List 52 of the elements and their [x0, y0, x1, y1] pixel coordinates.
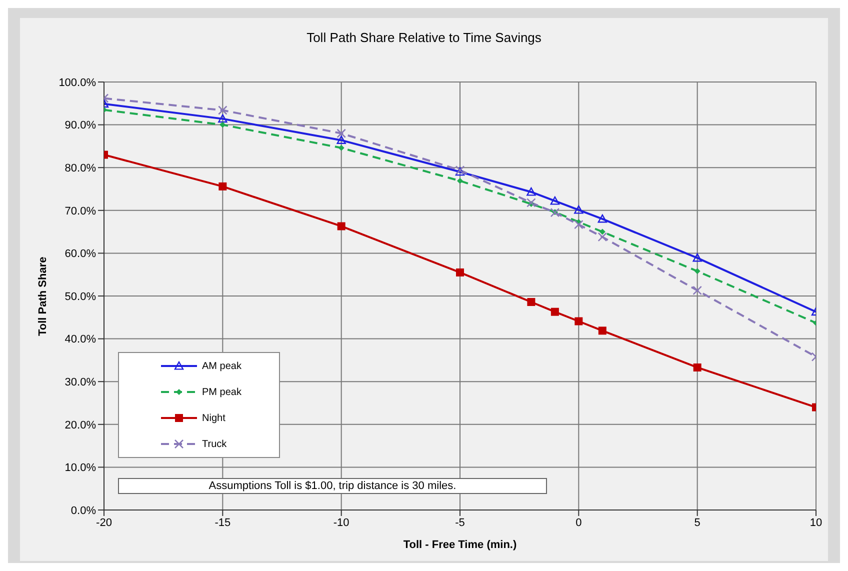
- point: [456, 268, 464, 276]
- point: [694, 268, 700, 274]
- point: [526, 198, 536, 208]
- point: [218, 182, 227, 190]
- y-tick-label: 100.0%: [58, 76, 96, 89]
- point: [574, 205, 584, 214]
- point: [526, 187, 536, 196]
- y-tick-label: 10.0%: [64, 462, 96, 474]
- point: [599, 228, 606, 235]
- point: [527, 298, 536, 306]
- note-box: Assumptions Toll is $1.00, trip distance is 30 miles.: [118, 478, 547, 494]
- point: [598, 326, 606, 335]
- y-tick-label: 40.0%: [64, 334, 96, 346]
- point: [692, 286, 702, 296]
- y-tick-label: 50.0%: [64, 290, 96, 303]
- y-tick-label: 0.0%: [70, 504, 96, 517]
- legend-label: AM peak: [202, 360, 242, 372]
- y-axis-title: Toll Path Share: [36, 256, 49, 336]
- point: [218, 106, 228, 115]
- y-tick-label: 70.0%: [64, 205, 96, 218]
- x-tick-label: -20: [96, 516, 112, 529]
- y-tick-label: 60.0%: [64, 248, 96, 260]
- x-tick-label: 5: [694, 516, 700, 529]
- x-tick-label: 10: [810, 516, 822, 529]
- point: [598, 214, 607, 223]
- point: [550, 308, 559, 316]
- point: [220, 122, 226, 128]
- x-tick-label: -15: [214, 516, 231, 529]
- point: [338, 144, 344, 151]
- point: [574, 317, 583, 326]
- legend-label: Night: [202, 412, 226, 424]
- point: [598, 232, 608, 242]
- point: [574, 220, 584, 230]
- y-tick-label: 30.0%: [64, 376, 96, 389]
- point: [692, 253, 702, 262]
- chart-title: Toll Path Share Relative to Time Savings: [306, 30, 542, 45]
- point: [337, 222, 346, 230]
- legend-label: PM peak: [202, 386, 242, 398]
- legend-label: Truck: [202, 438, 227, 450]
- point: [336, 128, 346, 138]
- y-tick-label: 80.0%: [64, 162, 96, 175]
- point: [336, 136, 346, 144]
- point: [693, 363, 702, 372]
- y-tick-label: 20.0%: [64, 419, 96, 432]
- x-tick-label: -5: [455, 516, 465, 529]
- point: [550, 196, 560, 205]
- point: [457, 178, 463, 184]
- x-tick-label: 0: [576, 516, 582, 529]
- x-axis-title: Toll - Free Time (min.): [403, 539, 517, 551]
- point: [218, 114, 228, 123]
- y-tick-label: 90.0%: [64, 120, 96, 132]
- x-tick-label: -10: [333, 516, 350, 529]
